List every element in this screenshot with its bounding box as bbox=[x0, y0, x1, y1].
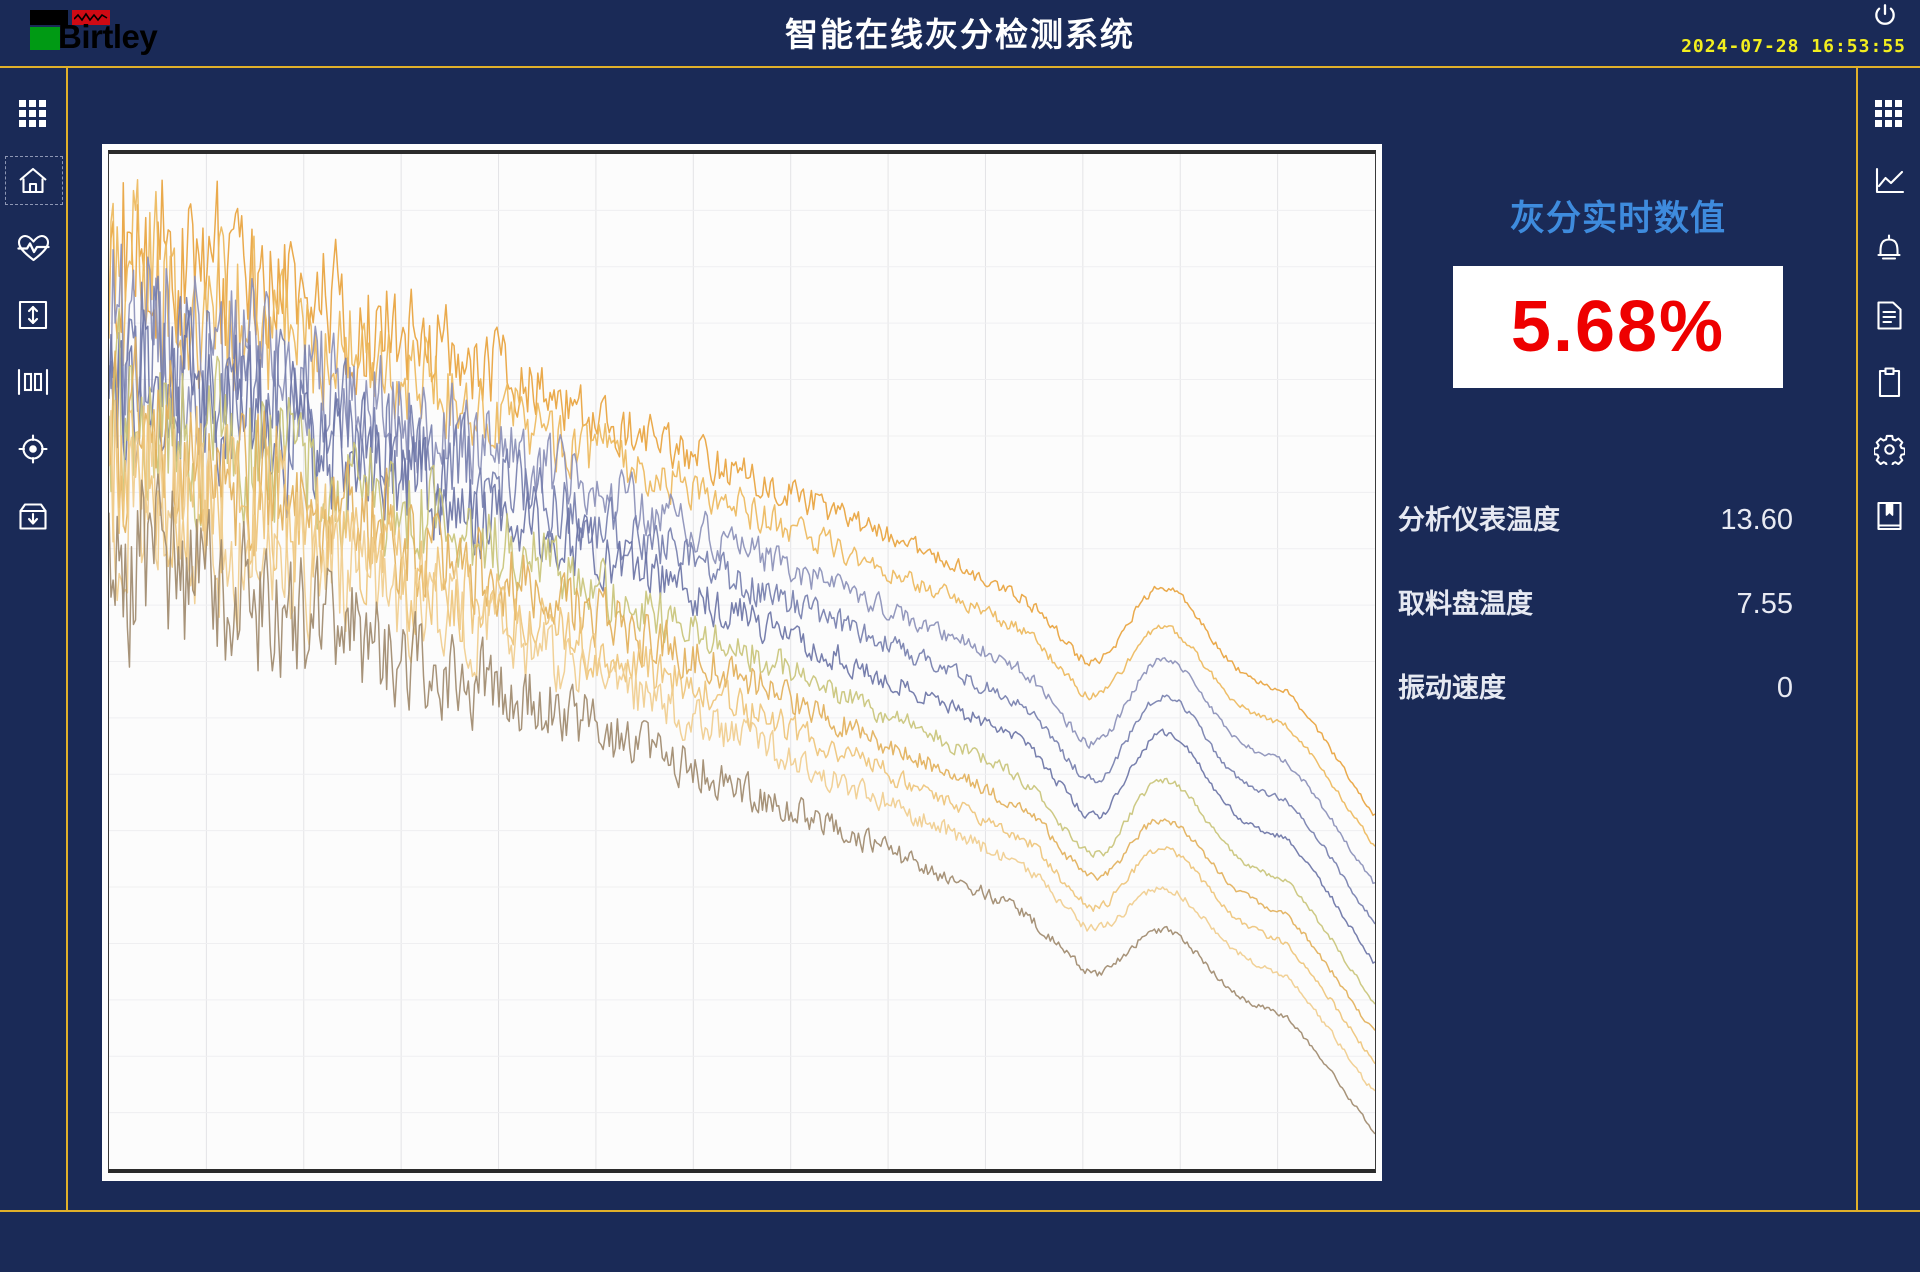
parameter-label: 振动速度 bbox=[1398, 673, 1506, 703]
line-chart-icon bbox=[1875, 167, 1904, 193]
document-icon bbox=[1876, 300, 1902, 330]
spectrum-chart-panel bbox=[102, 144, 1382, 1181]
logo-waveform-icon bbox=[74, 12, 108, 22]
spectrum-chart-svg bbox=[109, 154, 1375, 1169]
home-icon bbox=[19, 167, 47, 194]
ash-value-text: 5.68% bbox=[1510, 287, 1726, 367]
left-sidebar bbox=[0, 68, 66, 1210]
parameter-label: 分析仪表温度 bbox=[1398, 505, 1560, 535]
sidebar-item-monitor[interactable] bbox=[1, 216, 65, 280]
sidebar-item-records[interactable] bbox=[1857, 283, 1920, 347]
sidebar-item-menu[interactable] bbox=[1, 82, 65, 146]
logo-green-block bbox=[30, 27, 60, 50]
header-separator bbox=[0, 66, 1920, 68]
grid-icon bbox=[1875, 100, 1902, 127]
bell-icon bbox=[1877, 233, 1901, 260]
gear-icon bbox=[1873, 434, 1905, 465]
parameter-row: 分析仪表温度 13.60 bbox=[1398, 498, 1793, 537]
parameter-label: 取料盘温度 bbox=[1398, 589, 1533, 619]
chart-series-line bbox=[109, 243, 1375, 885]
grid-icon bbox=[19, 100, 46, 127]
datetime-display: 2024-07-28 16:53:55 bbox=[1681, 36, 1906, 57]
right-sidebar bbox=[1858, 68, 1920, 1210]
logo-red-block bbox=[72, 10, 110, 25]
bookmark-book-icon bbox=[1876, 501, 1902, 531]
power-icon[interactable] bbox=[1872, 2, 1898, 28]
left-sidebar-separator bbox=[66, 66, 68, 1212]
power-glyph bbox=[1875, 4, 1895, 25]
ash-value-box: 5.68% bbox=[1453, 266, 1783, 388]
sidebar-item-trend[interactable] bbox=[1857, 149, 1920, 213]
chart-series-line bbox=[109, 275, 1375, 925]
ash-title-label: 灰分实时数值 bbox=[1509, 199, 1726, 238]
parameter-list: 分析仪表温度 13.60 取料盘温度 7.55 振动速度 0 bbox=[1398, 498, 1793, 705]
vertical-arrows-box-icon bbox=[18, 300, 48, 330]
readout-panel: 灰分实时数值 5.68% 分析仪表温度 13.60 取料盘温度 7.55 振动速度 0 bbox=[1398, 190, 1838, 750]
sidebar-item-data[interactable] bbox=[1, 350, 65, 414]
parameter-value: 0 bbox=[1776, 672, 1793, 704]
birtley-logo: Birtley bbox=[22, 4, 162, 55]
chart-series-line bbox=[109, 410, 1375, 1092]
chart-series-line bbox=[109, 336, 1375, 1031]
sidebar-item-locate[interactable] bbox=[1, 417, 65, 481]
sidebar-item-calibration[interactable] bbox=[1, 283, 65, 347]
sidebar-item-menu-right[interactable] bbox=[1857, 82, 1920, 146]
crosshair-target-icon bbox=[18, 434, 48, 464]
columns-chart-icon bbox=[17, 368, 49, 396]
clipboard-icon bbox=[1878, 366, 1900, 397]
parameter-value: 7.55 bbox=[1736, 588, 1793, 620]
logo-wordmark: Birtley bbox=[58, 18, 158, 55]
chart-series-line bbox=[109, 179, 1375, 817]
parameter-row: 取料盘温度 7.55 bbox=[1398, 582, 1793, 621]
logo-black-block bbox=[30, 10, 68, 25]
sidebar-item-reports[interactable] bbox=[1857, 350, 1920, 414]
chart-series-line bbox=[109, 309, 1375, 964]
header-bar: Birtley 智能在线灰分检测系统 2024-07-28 16:53:55 bbox=[0, 0, 1920, 66]
footer-separator bbox=[0, 1210, 1920, 1212]
spectrum-chart-plot-area[interactable] bbox=[108, 150, 1376, 1173]
sidebar-item-alarm[interactable] bbox=[1857, 216, 1920, 280]
chart-series bbox=[109, 179, 1375, 1135]
chart-series-line bbox=[109, 473, 1375, 1135]
heart-pulse-icon bbox=[16, 234, 50, 262]
sidebar-item-manual[interactable] bbox=[1857, 484, 1920, 548]
parameter-row: 振动速度 0 bbox=[1398, 666, 1793, 705]
page-title: 智能在线灰分检测系统 bbox=[785, 16, 1135, 53]
sidebar-item-export[interactable] bbox=[1, 484, 65, 548]
chart-series-line bbox=[109, 399, 1375, 1065]
download-box-icon bbox=[19, 502, 47, 530]
parameter-value: 13.60 bbox=[1720, 504, 1793, 536]
sidebar-item-settings[interactable] bbox=[1857, 417, 1920, 481]
sidebar-item-home[interactable] bbox=[1, 149, 65, 213]
right-sidebar-separator bbox=[1856, 66, 1858, 1212]
